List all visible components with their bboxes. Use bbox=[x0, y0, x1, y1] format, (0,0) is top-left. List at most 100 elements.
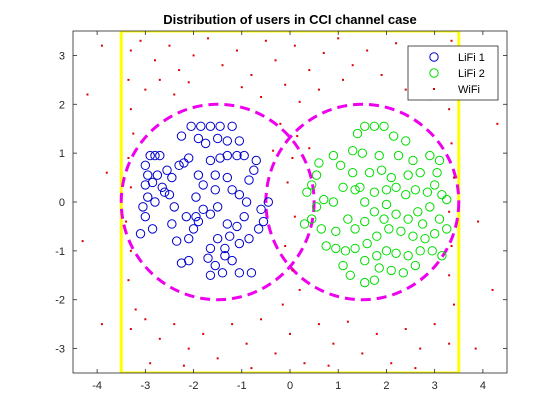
wifi-user-point bbox=[433, 323, 436, 326]
wifi-user-point bbox=[291, 157, 294, 160]
lifi2-user-point bbox=[417, 219, 428, 229]
lifi2-user-point bbox=[432, 167, 442, 178]
wifi-user-point bbox=[100, 44, 103, 47]
x-tick-label: -3 bbox=[140, 380, 150, 392]
lifi2-user-point bbox=[429, 229, 440, 239]
wifi-user-point bbox=[414, 367, 417, 370]
wifi-user-point bbox=[404, 88, 407, 91]
lifi1-user-point bbox=[225, 231, 235, 241]
wifi-user-point bbox=[250, 73, 253, 76]
wifi-user-point bbox=[216, 357, 219, 360]
lifi1-user-point bbox=[220, 251, 230, 261]
wifi-user-point bbox=[332, 342, 335, 345]
wifi-user-point bbox=[317, 323, 320, 326]
lifi1-user-point bbox=[239, 211, 249, 222]
lifi1-user-point bbox=[174, 160, 184, 171]
lifi1-user-point bbox=[232, 150, 242, 161]
lifi2-user-point bbox=[408, 231, 418, 241]
lifi2-user-point bbox=[403, 214, 413, 224]
wifi-user-point bbox=[260, 318, 263, 321]
lifi1-user-point bbox=[159, 187, 170, 197]
lifi2-user-point bbox=[331, 226, 341, 237]
lifi1-user-point bbox=[198, 204, 208, 215]
wifi-user-point bbox=[245, 342, 248, 345]
lifi1-user-point bbox=[234, 238, 245, 249]
lifi1-user-point bbox=[205, 270, 216, 280]
lifi1-user-point bbox=[263, 197, 273, 207]
series-lifi-1 bbox=[135, 121, 273, 280]
lifi1-user-point bbox=[147, 177, 158, 188]
wifi-user-point bbox=[477, 220, 480, 223]
wifi-user-point bbox=[291, 269, 294, 272]
lifi2-user-point bbox=[362, 238, 372, 249]
lifi2-user-point bbox=[347, 146, 358, 156]
wifi-user-point bbox=[272, 149, 275, 152]
legend-marker-lifi1 bbox=[429, 52, 439, 62]
wifi-user-point bbox=[298, 288, 301, 291]
y-tick-label: -3 bbox=[55, 344, 65, 356]
y-tick-label: 1 bbox=[59, 148, 65, 160]
lifi1-user-point bbox=[232, 221, 242, 232]
lifi2-user-point bbox=[328, 197, 339, 207]
y-tick-label: -1 bbox=[55, 246, 65, 258]
lifi2-user-point bbox=[396, 226, 406, 237]
lifi1-user-point bbox=[198, 180, 208, 190]
wifi-user-point bbox=[298, 100, 301, 103]
wifi-user-point bbox=[322, 51, 325, 54]
wifi-user-point bbox=[317, 88, 320, 91]
lifi2-user-point bbox=[369, 187, 380, 197]
lifi1-user-point bbox=[150, 197, 160, 207]
lifi2-user-point bbox=[403, 170, 413, 180]
lifi1-user-point bbox=[169, 202, 179, 212]
lifi2-user-point bbox=[331, 243, 341, 254]
lifi1-user-point bbox=[155, 150, 165, 161]
wifi-user-point bbox=[346, 320, 349, 323]
wifi-user-point bbox=[450, 244, 453, 247]
wifi-user-point bbox=[448, 342, 451, 345]
lifi2-user-point bbox=[442, 224, 452, 234]
y-tick-label: 2 bbox=[59, 99, 65, 111]
lifi1-user-point bbox=[205, 155, 216, 166]
lifi1-user-point bbox=[222, 150, 233, 161]
lifi2-user-point bbox=[347, 167, 358, 178]
lifi2-user-point bbox=[360, 277, 370, 288]
wifi-user-point bbox=[178, 69, 181, 72]
lifi1-user-point bbox=[181, 211, 192, 222]
lifi1-user-point bbox=[258, 216, 269, 227]
lifi2-user-point bbox=[360, 121, 370, 131]
lifi2-user-point bbox=[381, 185, 392, 195]
wifi-user-point bbox=[158, 78, 161, 81]
wifi-user-point bbox=[390, 362, 393, 365]
lifi2-user-point bbox=[422, 187, 433, 197]
coverage-circle-2 bbox=[264, 102, 461, 302]
lifi2-user-point bbox=[355, 182, 365, 193]
wifi-user-point bbox=[129, 249, 132, 252]
wifi-user-point bbox=[274, 59, 277, 62]
wifi-user-point bbox=[284, 244, 287, 247]
lifi2-user-point bbox=[340, 246, 351, 256]
lifi2-user-point bbox=[345, 270, 355, 280]
lifi2-user-point bbox=[369, 275, 380, 285]
lifi1-user-point bbox=[143, 170, 153, 180]
lifi2-user-point bbox=[302, 187, 312, 197]
wifi-user-point bbox=[260, 95, 263, 98]
lifi1-user-point bbox=[222, 219, 233, 229]
x-tick-label: 0 bbox=[287, 380, 293, 392]
series-lifi-2 bbox=[299, 121, 452, 288]
legend-label-lifi1: LiFi 1 bbox=[458, 52, 485, 64]
y-tick-label: 0 bbox=[59, 197, 65, 209]
lifi1-user-point bbox=[246, 268, 257, 278]
lifi1-user-point bbox=[215, 153, 225, 163]
lifi2-user-point bbox=[376, 165, 387, 175]
wifi-user-point bbox=[308, 69, 311, 72]
wifi-user-point bbox=[240, 86, 243, 89]
wifi-user-point bbox=[281, 303, 284, 306]
lifi2-user-point bbox=[442, 194, 452, 205]
lifi1-user-point bbox=[184, 233, 194, 244]
wifi-user-point bbox=[496, 122, 499, 125]
lifi1-user-point bbox=[239, 150, 249, 161]
lifi1-user-point bbox=[179, 158, 189, 168]
wifi-user-point bbox=[351, 64, 354, 67]
lifi2-user-point bbox=[311, 202, 322, 212]
